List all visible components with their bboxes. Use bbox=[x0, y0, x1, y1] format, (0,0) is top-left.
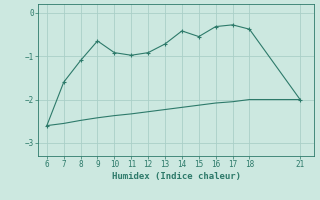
X-axis label: Humidex (Indice chaleur): Humidex (Indice chaleur) bbox=[111, 172, 241, 181]
